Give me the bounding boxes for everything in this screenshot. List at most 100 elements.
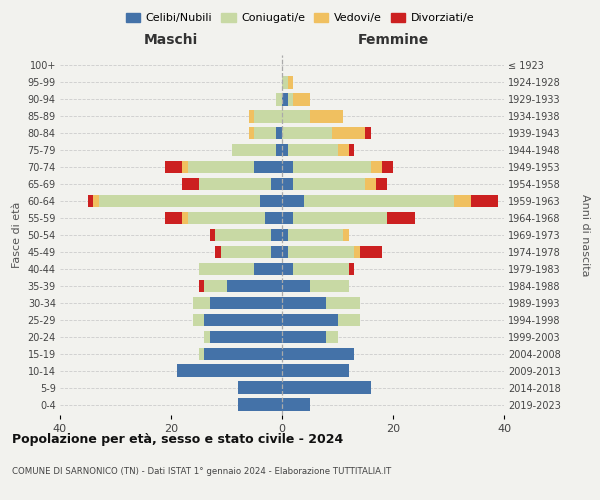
Bar <box>277 144 282 156</box>
Bar <box>254 110 282 122</box>
Bar <box>215 246 221 258</box>
Text: Maschi: Maschi <box>144 32 198 46</box>
Bar <box>354 246 360 258</box>
Bar <box>326 330 337 344</box>
Bar <box>282 194 304 207</box>
Bar <box>176 364 282 377</box>
Bar <box>93 194 99 207</box>
Bar <box>277 126 282 140</box>
Bar <box>232 144 277 156</box>
Bar <box>310 280 349 292</box>
Bar <box>287 76 293 88</box>
Bar <box>287 228 343 241</box>
Bar <box>88 194 93 207</box>
Bar <box>282 314 337 326</box>
Bar <box>365 178 376 190</box>
Bar <box>277 93 282 106</box>
Bar <box>215 228 271 241</box>
Bar <box>293 262 349 276</box>
Bar <box>343 228 349 241</box>
Text: Popolazione per età, sesso e stato civile - 2024: Popolazione per età, sesso e stato civil… <box>12 432 343 446</box>
Bar <box>382 160 393 173</box>
Bar <box>293 178 365 190</box>
Y-axis label: Fasce di età: Fasce di età <box>12 202 22 268</box>
Bar <box>271 246 282 258</box>
Bar <box>249 110 254 122</box>
Bar <box>188 212 265 224</box>
Bar <box>282 178 293 190</box>
Bar <box>199 178 271 190</box>
Bar <box>199 262 254 276</box>
Bar <box>271 178 282 190</box>
Bar <box>282 296 326 310</box>
Bar <box>282 382 371 394</box>
Bar <box>204 280 227 292</box>
Bar <box>182 160 188 173</box>
Y-axis label: Anni di nascita: Anni di nascita <box>580 194 590 276</box>
Bar <box>282 76 287 88</box>
Bar <box>282 144 287 156</box>
Bar <box>282 330 326 344</box>
Bar <box>204 314 282 326</box>
Bar <box>282 160 293 173</box>
Bar <box>260 194 282 207</box>
Bar <box>282 126 332 140</box>
Bar <box>204 330 210 344</box>
Bar <box>293 160 371 173</box>
Bar <box>282 228 287 241</box>
Bar <box>454 194 471 207</box>
Text: Femmine: Femmine <box>358 32 428 46</box>
Bar <box>227 280 282 292</box>
Bar <box>182 178 199 190</box>
Bar <box>221 246 271 258</box>
Bar <box>326 296 360 310</box>
Bar <box>332 126 365 140</box>
Bar <box>282 110 310 122</box>
Bar <box>265 212 282 224</box>
Bar <box>337 144 349 156</box>
Bar <box>337 314 360 326</box>
Bar <box>293 93 310 106</box>
Bar <box>388 212 415 224</box>
Bar <box>282 93 287 106</box>
Bar <box>376 178 388 190</box>
Bar <box>210 330 282 344</box>
Bar <box>360 246 382 258</box>
Bar <box>349 144 354 156</box>
Bar <box>193 296 210 310</box>
Bar <box>282 212 293 224</box>
Bar <box>238 382 282 394</box>
Bar <box>471 194 499 207</box>
Bar <box>254 160 282 173</box>
Bar <box>199 348 204 360</box>
Bar <box>365 126 371 140</box>
Bar <box>99 194 260 207</box>
Bar <box>166 160 182 173</box>
Bar <box>188 160 254 173</box>
Bar <box>304 194 454 207</box>
Bar <box>166 212 182 224</box>
Bar <box>238 398 282 411</box>
Bar <box>199 280 204 292</box>
Bar <box>287 246 354 258</box>
Bar <box>282 398 310 411</box>
Bar <box>371 160 382 173</box>
Bar <box>349 262 354 276</box>
Bar <box>282 246 287 258</box>
Bar <box>254 262 282 276</box>
Bar <box>287 93 293 106</box>
Bar <box>282 364 349 377</box>
Bar <box>210 228 215 241</box>
Bar <box>254 126 277 140</box>
Bar <box>282 348 354 360</box>
Bar <box>204 348 282 360</box>
Bar <box>293 212 388 224</box>
Text: COMUNE DI SARNONICO (TN) - Dati ISTAT 1° gennaio 2024 - Elaborazione TUTTITALIA.: COMUNE DI SARNONICO (TN) - Dati ISTAT 1°… <box>12 468 391 476</box>
Bar <box>210 296 282 310</box>
Bar <box>271 228 282 241</box>
Bar <box>282 280 310 292</box>
Bar <box>287 144 337 156</box>
Bar <box>193 314 204 326</box>
Bar <box>182 212 188 224</box>
Legend: Celibi/Nubili, Coniugati/e, Vedovi/e, Divorziati/e: Celibi/Nubili, Coniugati/e, Vedovi/e, Di… <box>121 8 479 28</box>
